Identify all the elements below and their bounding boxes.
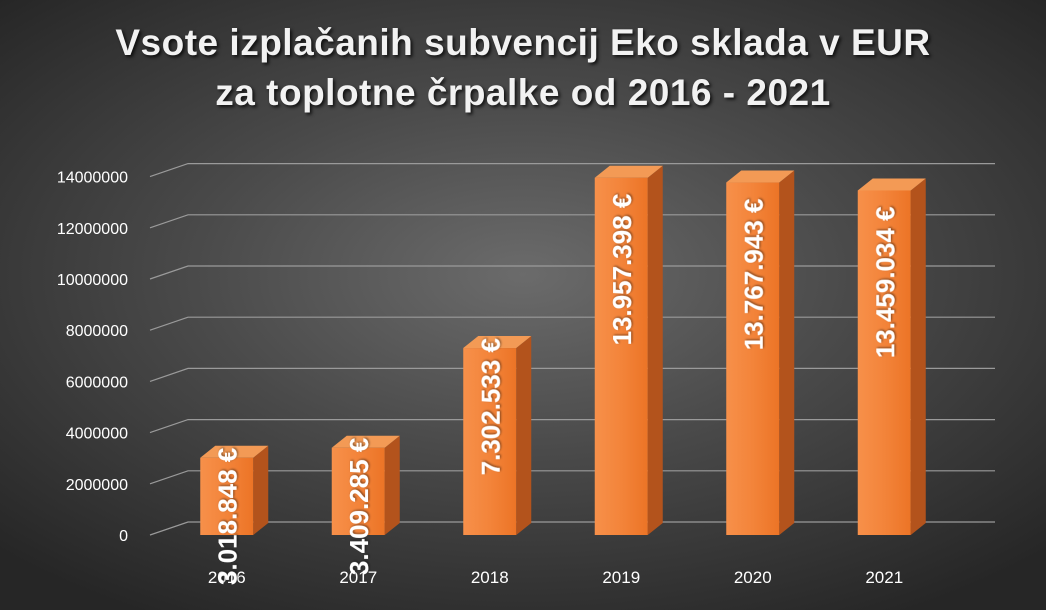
bar-top [594,165,663,178]
y-tick-label: 0 [119,528,128,545]
bar-side [253,445,269,535]
bar-side [910,178,926,535]
y-tick-label: 12000000 [57,221,128,238]
gridline [149,265,995,280]
y-axis-ticks: 0 2000000 4000000 6000000 8000000 10000000 120… [57,170,128,545]
y-tick-label: 2000000 [66,477,128,494]
bar [726,170,795,536]
data-labels: 3.018.848 € 3.409.285 € 7.302.533 € 13.957.… [213,194,901,585]
bar-front [331,447,385,535]
x-tick-label: 2020 [734,568,772,587]
bar [463,336,532,535]
bar [594,165,663,535]
y-tick-label: 6000000 [66,374,128,391]
data-label: 7.302.533 € [476,338,506,475]
bar-side [384,435,400,535]
bar-front [726,182,780,536]
bar-front [594,177,648,535]
x-tick-label: 2017 [339,568,377,587]
gridline [149,316,995,331]
data-label: 3.409.285 € [344,438,374,575]
x-tick-label: 2021 [865,568,903,587]
data-label: 3.018.848 € [213,448,243,585]
bar-top [200,445,269,458]
bar-top [857,178,926,191]
gridlines [149,163,995,536]
gridline [149,163,995,178]
bar-side [516,336,532,535]
bar [331,435,400,535]
bars [200,165,926,536]
chart-title-line-1: Vsote izplačanih subvencij Eko sklada v … [115,22,931,63]
gridline [149,419,995,434]
bar-front [200,457,254,535]
x-axis-ticks: 2016 2017 2018 2019 2020 2021 [208,568,903,587]
gridline [149,521,995,536]
y-tick-label: 4000000 [66,426,128,443]
y-tick-label: 14000000 [57,170,128,187]
x-tick-label: 2018 [471,568,509,587]
bar-front [857,190,911,535]
gridline [149,214,995,229]
bar-top [331,435,400,448]
chart-title-line-2: za toplotne črpalke od 2016 - 2021 [215,72,831,113]
data-label: 13.957.398 € [607,194,637,346]
bar-top [726,170,795,183]
bar-top [463,336,532,349]
y-tick-label: 10000000 [57,272,128,289]
gridline [149,367,995,382]
data-label: 13.459.034 € [870,206,900,358]
bar [857,178,926,535]
bar-side [779,170,795,536]
bar [200,445,269,535]
x-tick-label: 2016 [208,568,246,587]
data-label: 13.767.943 € [739,199,769,351]
bar-side [647,165,663,535]
bar-front [463,348,517,535]
x-tick-label: 2019 [602,568,640,587]
gridline [149,470,995,485]
y-tick-label: 8000000 [66,323,128,340]
